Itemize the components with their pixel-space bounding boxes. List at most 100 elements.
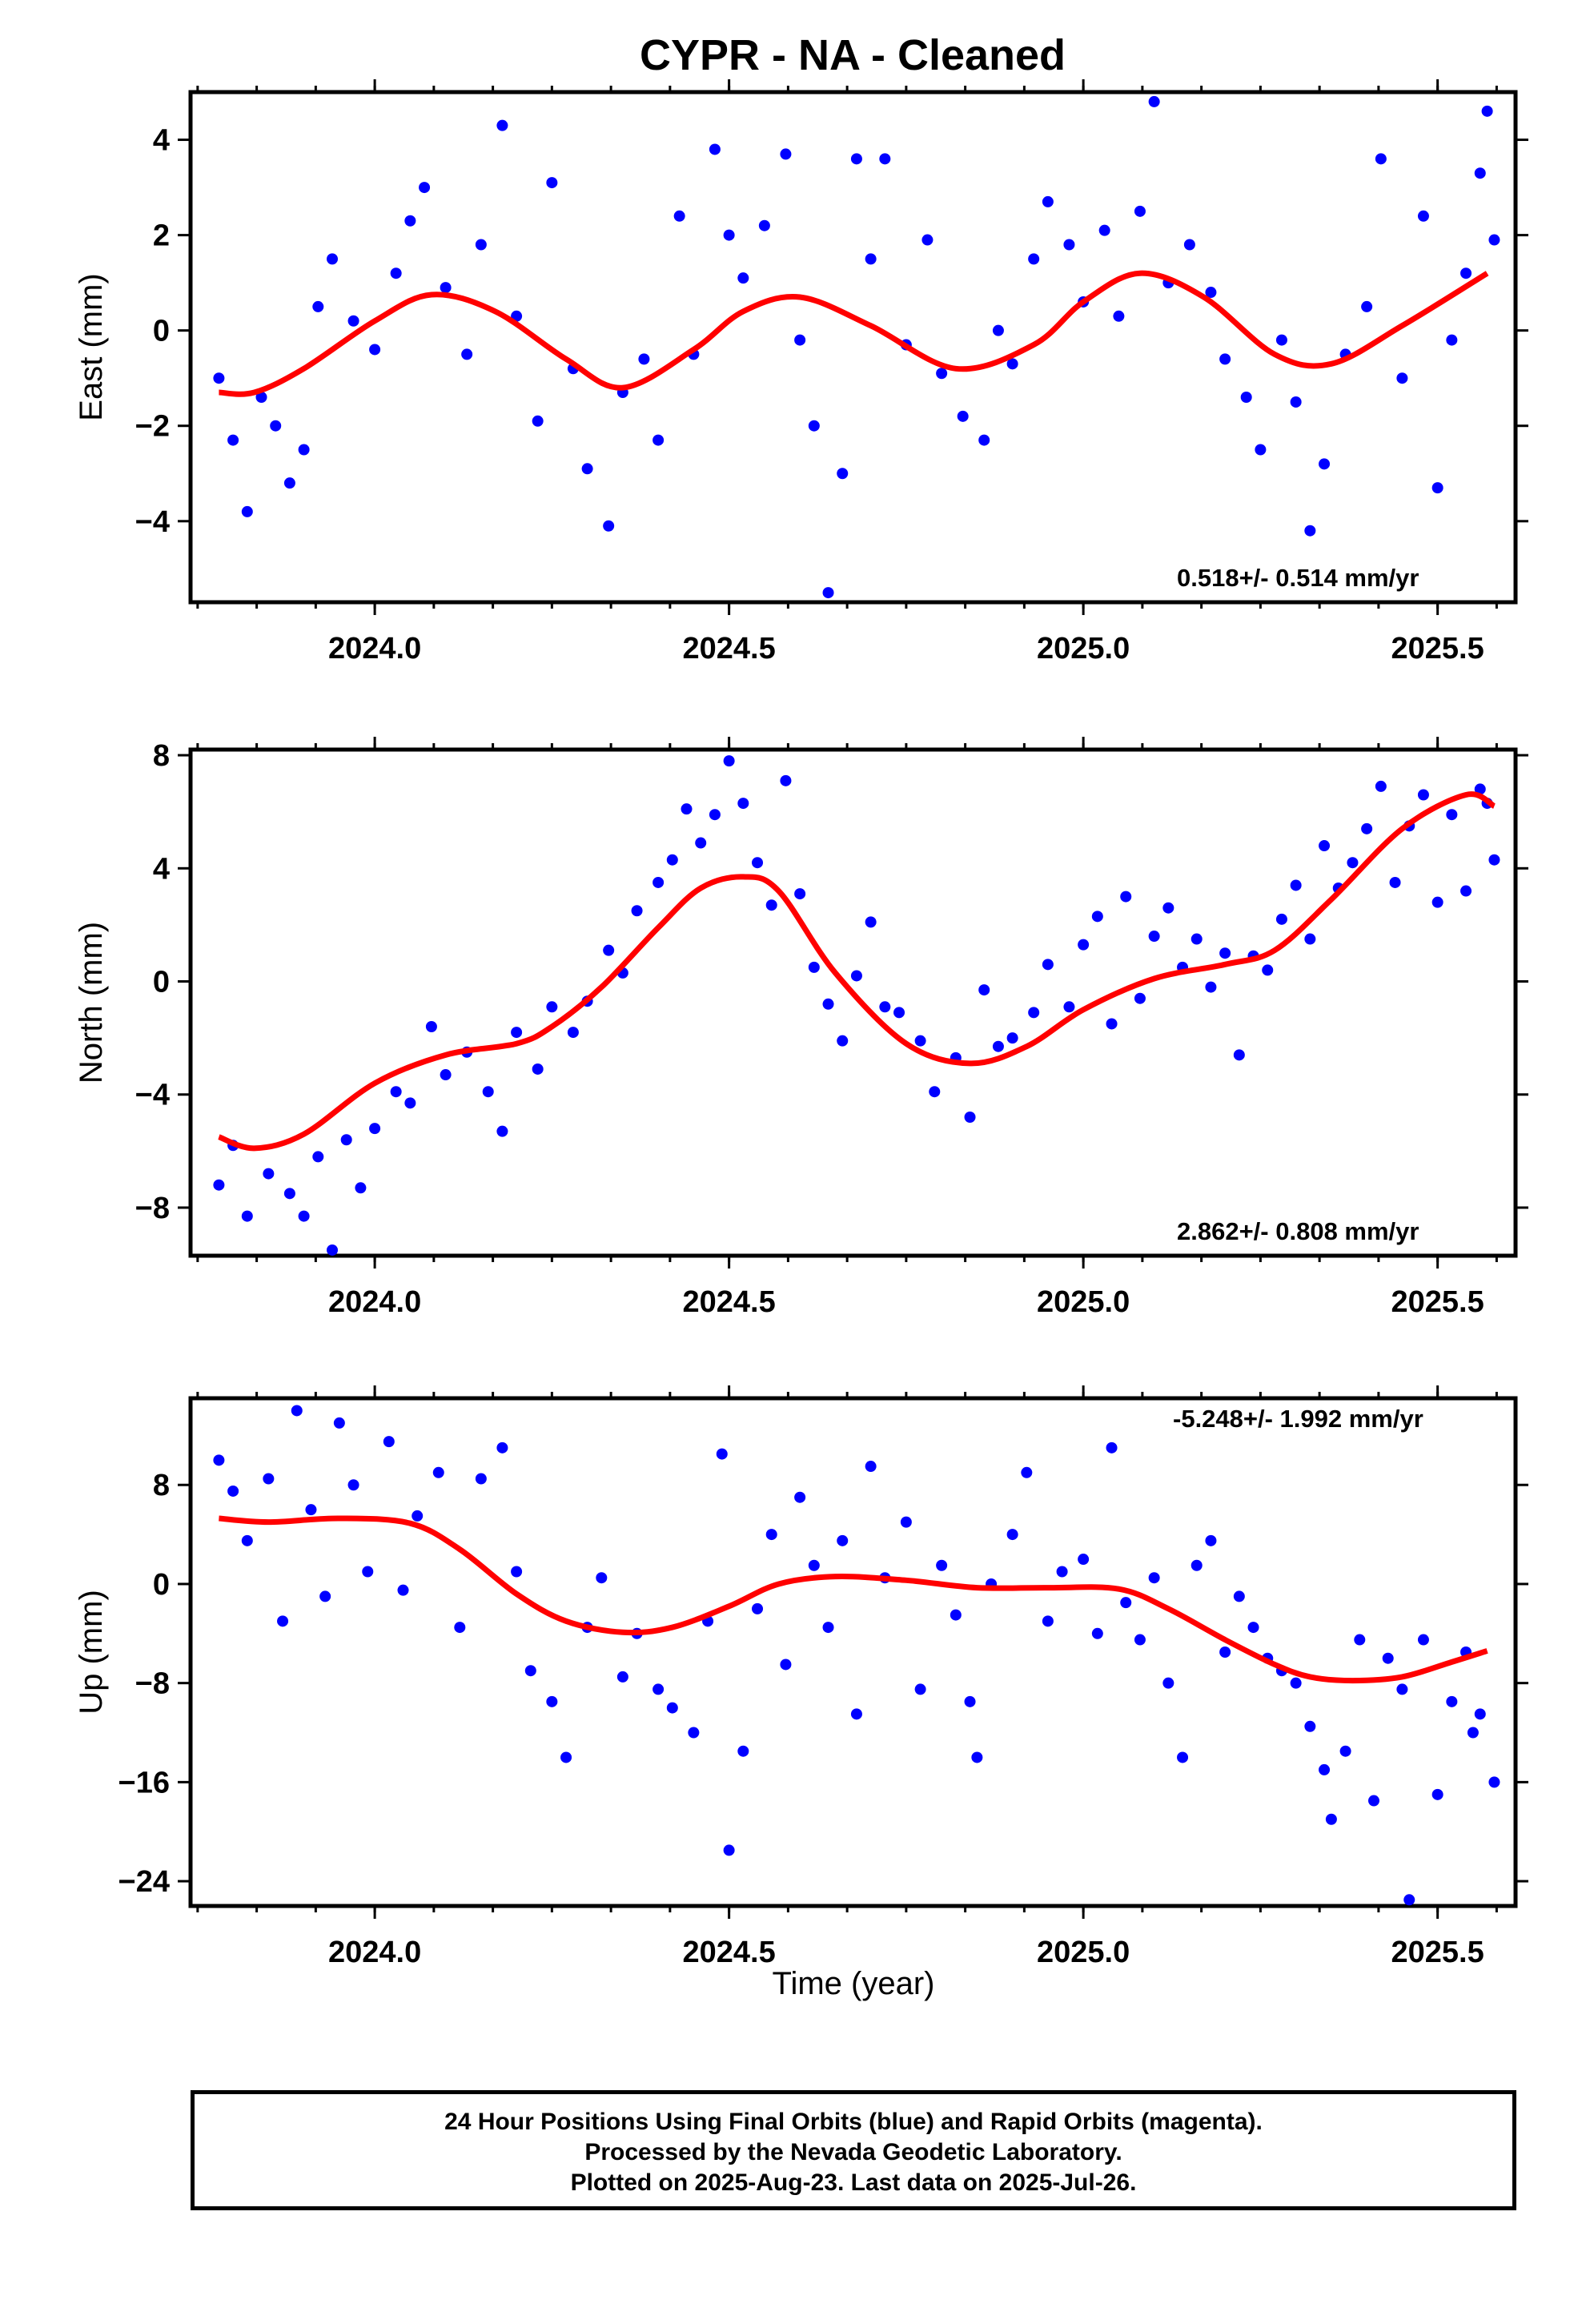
east-data-point <box>1319 458 1331 470</box>
north-data-point <box>652 876 665 888</box>
east-data-point <box>404 215 416 227</box>
east-data-point <box>758 219 770 231</box>
up-data-point <box>1056 1566 1068 1578</box>
east-data-point <box>312 300 324 312</box>
up-data-point <box>1106 1441 1118 1454</box>
up-data-point <box>837 1534 849 1546</box>
north-data-point <box>425 1021 437 1033</box>
east-x-tick-label: 2025.0 <box>1037 632 1130 665</box>
north-data-point <box>603 944 615 956</box>
north-data-point <box>1375 780 1387 792</box>
north-y-tick-label: 0 <box>153 966 170 999</box>
up-data-point <box>560 1751 572 1763</box>
east-x-tick-label: 2024.5 <box>683 632 776 665</box>
north-data-point <box>992 1040 1004 1052</box>
up-data-point <box>1247 1622 1259 1634</box>
up-data-point <box>1021 1466 1033 1478</box>
east-data-point <box>1134 205 1146 217</box>
east-y-tick-label: 4 <box>153 124 170 158</box>
north-data-point <box>340 1134 352 1146</box>
north-data-point <box>1304 933 1316 945</box>
east-data-point <box>794 334 806 346</box>
north-data-point <box>723 755 735 767</box>
north-data-point <box>298 1210 310 1222</box>
east-data-point <box>1042 195 1054 207</box>
up-data-point <box>1354 1634 1366 1646</box>
north-data-point <box>1106 1018 1118 1030</box>
north-data-point <box>511 1027 523 1039</box>
up-data-point <box>397 1584 409 1596</box>
north-data-point <box>978 984 990 996</box>
caption-box: 24 Hour Positions Using Final Orbits (bl… <box>191 2090 1516 2210</box>
north-data-point <box>780 774 792 786</box>
north-data-point <box>390 1086 402 1098</box>
up-data-point <box>1162 1677 1174 1689</box>
north-data-point <box>1347 857 1359 869</box>
up-data-point <box>780 1659 792 1671</box>
up-data-point <box>652 1683 665 1695</box>
north-x-tick-label: 2024.0 <box>328 1285 421 1319</box>
up-data-point <box>319 1590 331 1602</box>
east-data-point <box>992 324 1004 336</box>
north-data-point <box>1006 1032 1018 1044</box>
north-data-point <box>440 1069 452 1081</box>
up-y-tick-label: 0 <box>153 1568 170 1602</box>
east-data-point <box>241 505 253 517</box>
north-data-point <box>794 888 806 900</box>
up-data-point <box>765 1529 777 1541</box>
north-data-point <box>1474 783 1486 795</box>
north-data-point <box>1219 947 1231 959</box>
north-data-point <box>914 1035 926 1047</box>
north-rate-label: 2.862+/- 0.808 mm/yr <box>1177 1217 1419 1245</box>
east-data-point <box>957 410 969 422</box>
east-data-point <box>850 153 862 165</box>
east-data-point <box>461 348 473 360</box>
east-data-point <box>652 434 665 446</box>
up-data-point <box>688 1727 700 1739</box>
north-data-point <box>1191 933 1203 945</box>
east-data-point <box>1148 95 1160 107</box>
north-data-point <box>327 1244 339 1256</box>
up-data-point <box>723 1844 735 1856</box>
up-data-point <box>1367 1795 1379 1807</box>
east-data-point <box>1481 105 1493 117</box>
north-data-point <box>1431 896 1443 908</box>
up-data-point <box>1091 1627 1103 1639</box>
up-data-point <box>936 1559 948 1571</box>
up-y-tick-label: 8 <box>153 1469 170 1502</box>
north-data-point <box>567 1027 579 1039</box>
up-data-point <box>1177 1751 1189 1763</box>
up-data-point <box>1319 1763 1331 1775</box>
up-y-tick-label: −16 <box>118 1766 170 1799</box>
north-data-point <box>1028 1007 1040 1019</box>
east-data-point <box>511 310 523 322</box>
up-data-point <box>822 1622 834 1634</box>
east-data-point <box>1417 210 1429 222</box>
north-data-point <box>404 1097 416 1109</box>
up-data-point <box>964 1695 976 1707</box>
up-data-point <box>496 1441 508 1454</box>
north-data-point <box>737 798 749 810</box>
north-data-point <box>496 1125 508 1137</box>
east-data-point <box>879 153 891 165</box>
up-data-point <box>454 1622 466 1634</box>
east-data-point <box>1290 396 1302 408</box>
north-data-point <box>681 803 693 815</box>
east-data-point <box>546 177 558 189</box>
east-data-point <box>1183 239 1195 251</box>
north-data-point <box>546 1001 558 1013</box>
up-data-point <box>752 1602 764 1614</box>
north-data-point <box>1078 939 1090 951</box>
east-data-point <box>581 463 593 475</box>
up-data-point <box>227 1485 239 1497</box>
up-data-point <box>1325 1813 1337 1825</box>
north-data-point <box>752 857 764 869</box>
north-data-point <box>850 970 862 982</box>
east-data-point <box>283 477 295 489</box>
up-fit-curve <box>219 1515 1488 1684</box>
up-data-point <box>914 1683 926 1695</box>
north-data-point <box>879 1001 891 1013</box>
north-data-point <box>631 905 643 917</box>
up-data-point <box>432 1466 444 1478</box>
north-x-tick-label: 2025.0 <box>1037 1285 1130 1319</box>
